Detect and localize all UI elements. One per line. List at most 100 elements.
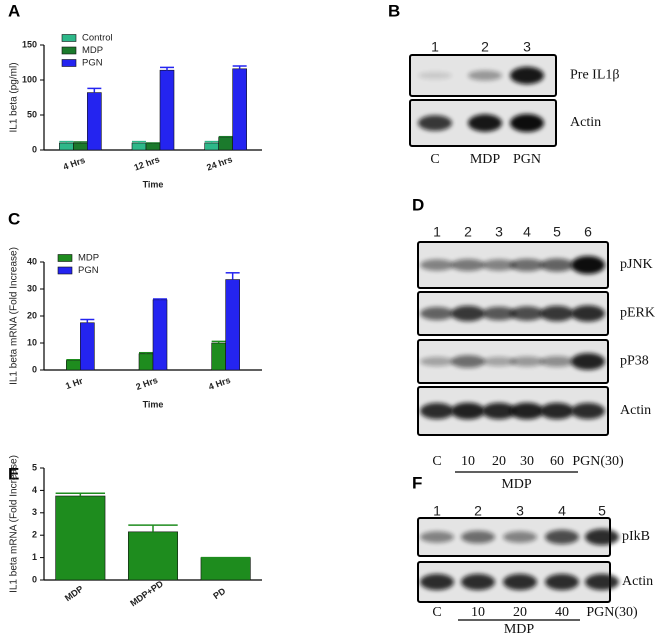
blot-band bbox=[571, 402, 605, 420]
blot-band bbox=[461, 530, 495, 544]
bar bbox=[87, 92, 102, 151]
bar bbox=[66, 360, 81, 371]
y-axis-label: IL1 beta (pg/ml) bbox=[9, 62, 20, 132]
blot-band bbox=[420, 356, 454, 367]
legend-swatch bbox=[61, 34, 77, 42]
band-label: pERK bbox=[620, 306, 655, 321]
blot-strip bbox=[409, 99, 557, 147]
lane-number: 3 bbox=[523, 39, 531, 55]
bar bbox=[59, 142, 74, 151]
blot-band bbox=[545, 573, 579, 591]
blot-strip bbox=[417, 291, 609, 336]
error-bar bbox=[132, 140, 146, 143]
lane-label: 40 bbox=[555, 605, 569, 620]
bar bbox=[200, 557, 251, 581]
error-bar bbox=[153, 298, 167, 300]
blot-band bbox=[571, 256, 605, 274]
bar bbox=[73, 142, 88, 151]
y-tick-label: 50 bbox=[27, 109, 37, 119]
bar bbox=[232, 68, 247, 151]
error-bar bbox=[55, 492, 106, 496]
legend-label: MDP bbox=[82, 45, 103, 56]
group-label: MDP bbox=[501, 477, 532, 492]
blot-band bbox=[451, 305, 485, 322]
lane-number: 3 bbox=[516, 503, 524, 519]
blot-band bbox=[503, 531, 537, 543]
lane-label: PGN(30) bbox=[586, 605, 638, 620]
blot-strip bbox=[409, 54, 557, 97]
blot-band bbox=[482, 356, 516, 367]
bar bbox=[218, 137, 233, 151]
y-tick-label: 1 bbox=[32, 552, 37, 562]
blot-band bbox=[420, 573, 454, 591]
blot-strip bbox=[417, 241, 609, 289]
blot-band bbox=[468, 114, 502, 132]
blot-band bbox=[418, 71, 452, 80]
lane-number: 2 bbox=[464, 224, 472, 240]
panel-label: C bbox=[8, 209, 20, 228]
lane-label: 10 bbox=[471, 605, 485, 620]
bar bbox=[80, 322, 95, 371]
blot-band bbox=[540, 305, 574, 322]
blot-band bbox=[510, 258, 544, 272]
blot-band bbox=[451, 355, 485, 368]
bar bbox=[131, 142, 147, 151]
error-bar bbox=[128, 524, 178, 532]
blot-band bbox=[451, 402, 485, 420]
band-label: Actin bbox=[570, 115, 601, 130]
error-bar bbox=[232, 65, 247, 69]
panel-label: E bbox=[8, 464, 19, 483]
lane-label: C bbox=[430, 152, 439, 167]
bar bbox=[211, 342, 226, 371]
error-bar bbox=[80, 318, 95, 323]
blot-band bbox=[482, 402, 516, 420]
y-tick-label: 3 bbox=[32, 507, 37, 517]
error-bar bbox=[139, 351, 153, 354]
error-bar bbox=[66, 358, 81, 361]
blot-band bbox=[510, 356, 544, 367]
x-tick-label: 24 hrs bbox=[205, 154, 233, 172]
lane-number: 5 bbox=[553, 224, 561, 240]
blot-band bbox=[420, 306, 454, 321]
blot-band bbox=[418, 115, 452, 131]
lane-label: PGN bbox=[513, 152, 541, 167]
error-bar bbox=[160, 66, 174, 71]
lane-label: 30 bbox=[520, 454, 534, 469]
blot-band bbox=[540, 258, 574, 272]
y-tick-label: 30 bbox=[27, 283, 37, 293]
y-tick-label: 20 bbox=[27, 310, 37, 320]
blot-strip bbox=[417, 386, 609, 436]
y-tick-label: 0 bbox=[32, 364, 37, 374]
band-label: pIkB bbox=[622, 529, 650, 544]
blot-band bbox=[510, 306, 544, 321]
blot-band bbox=[545, 529, 579, 545]
y-tick-label: 4 bbox=[32, 485, 37, 495]
lane-number: 4 bbox=[523, 224, 531, 240]
lane-number: 6 bbox=[584, 224, 592, 240]
y-tick-label: 2 bbox=[32, 530, 37, 540]
lane-label: PGN(30) bbox=[572, 454, 624, 469]
legend-label: Control bbox=[82, 33, 113, 44]
panel-label: D bbox=[412, 195, 424, 214]
lane-label: 20 bbox=[513, 605, 527, 620]
bar bbox=[152, 299, 168, 371]
x-tick-label: MDP+PD bbox=[128, 578, 165, 608]
blot-band bbox=[510, 114, 544, 132]
blot-band bbox=[540, 356, 574, 367]
panel-label: A bbox=[8, 1, 20, 20]
y-tick-label: 150 bbox=[22, 39, 37, 49]
blot-band bbox=[451, 259, 485, 271]
error-bar bbox=[87, 87, 102, 93]
y-tick-label: 0 bbox=[32, 144, 37, 154]
error-bar bbox=[211, 340, 226, 343]
x-axis-label: Time bbox=[143, 399, 164, 409]
y-tick-label: 40 bbox=[27, 256, 37, 266]
error-bar bbox=[218, 135, 233, 138]
band-label: Actin bbox=[620, 403, 651, 418]
x-tick-label: 4 Hrs bbox=[62, 155, 87, 172]
bar bbox=[159, 69, 175, 151]
bar bbox=[127, 531, 179, 581]
blot-band bbox=[503, 573, 537, 591]
blot-strip bbox=[417, 561, 619, 603]
